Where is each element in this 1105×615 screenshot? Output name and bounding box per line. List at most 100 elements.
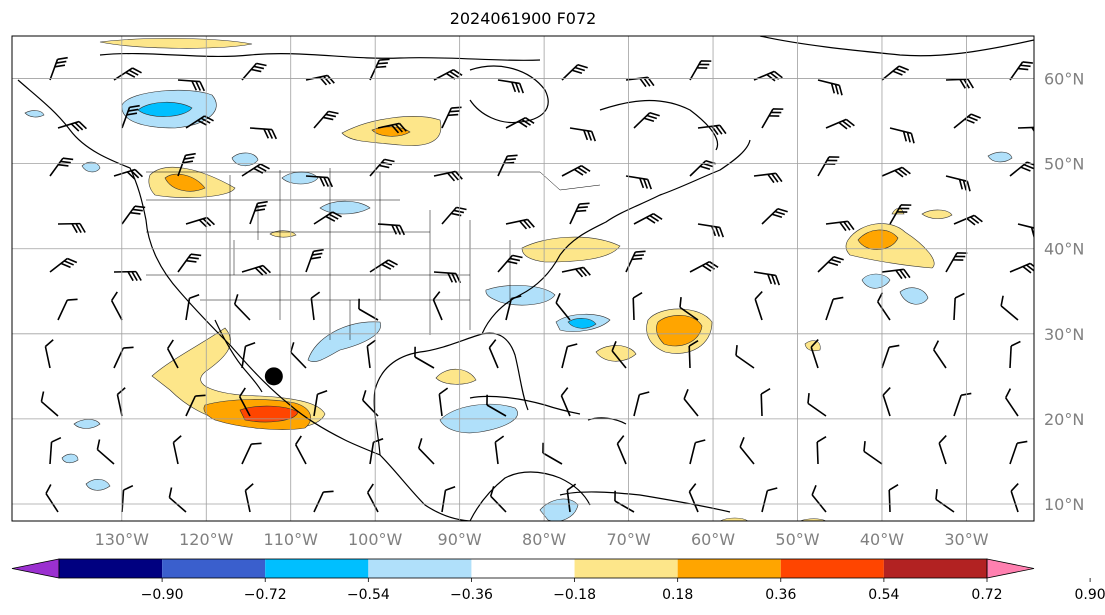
wind-barb bbox=[633, 391, 650, 417]
wind-barb bbox=[761, 108, 784, 129]
coastline-hudson bbox=[469, 65, 549, 124]
wind-barb bbox=[494, 435, 505, 465]
wind-barb bbox=[313, 490, 334, 513]
shade-neg-16 bbox=[85, 479, 111, 491]
wind-barb bbox=[441, 106, 462, 129]
shade-pos-13 bbox=[269, 230, 297, 238]
wind-barb bbox=[561, 266, 591, 278]
wind-barb bbox=[177, 79, 206, 92]
wind-barb bbox=[683, 389, 699, 417]
wind-barb bbox=[754, 290, 763, 321]
wind-barb bbox=[1017, 126, 1034, 137]
wind-barb bbox=[438, 387, 449, 417]
wind-barb bbox=[241, 442, 262, 465]
wind-barb bbox=[881, 268, 911, 280]
wind-barb bbox=[294, 435, 307, 465]
wind-barb bbox=[57, 298, 78, 321]
wind-barb bbox=[433, 170, 463, 182]
wind-barb bbox=[44, 339, 54, 369]
lon-tick-label: 120°W bbox=[179, 530, 234, 549]
wind-barb bbox=[560, 387, 571, 417]
colorbar-segment bbox=[59, 559, 163, 578]
wind-barb bbox=[57, 222, 86, 234]
wind-barb bbox=[505, 218, 535, 230]
wind-barb bbox=[57, 120, 88, 132]
wind-barb bbox=[166, 339, 179, 369]
latitude-tick-labels: 60°N 50°N 40°N 30°N 20°N 10°N bbox=[1044, 70, 1084, 514]
wind-barb bbox=[1009, 440, 1028, 465]
wind-barb bbox=[185, 394, 206, 417]
wind-barb bbox=[817, 79, 843, 96]
shade-neg-4 bbox=[81, 161, 101, 173]
state-borders bbox=[146, 168, 601, 340]
wind-barb bbox=[697, 223, 725, 238]
colorbar-segments bbox=[11, 558, 1035, 579]
wind-barb bbox=[753, 172, 783, 184]
wind-barb bbox=[185, 293, 200, 321]
colorbar-segment bbox=[162, 559, 266, 578]
wind-barb bbox=[816, 436, 827, 465]
shade-neg-11b bbox=[567, 318, 597, 329]
wind-barb bbox=[432, 291, 443, 321]
colorbar-segment bbox=[574, 559, 678, 578]
wind-barb bbox=[305, 175, 334, 188]
wind-barb bbox=[377, 223, 406, 236]
wind-barb bbox=[688, 483, 699, 513]
wind-barb bbox=[1010, 482, 1019, 513]
lat-tick-label: 10°N bbox=[1044, 495, 1084, 514]
wind-barb bbox=[313, 389, 328, 417]
coastline-labrador bbox=[599, 100, 719, 151]
lon-tick-label: 70°W bbox=[606, 530, 650, 549]
wind-barb bbox=[116, 387, 126, 417]
wind-barb bbox=[561, 343, 578, 369]
wind-barb bbox=[953, 113, 981, 129]
colorbar-segment bbox=[780, 559, 884, 578]
colorbar-tick-label: 0.72 bbox=[971, 587, 1002, 603]
wind-barb bbox=[688, 340, 699, 369]
wind-barb bbox=[369, 58, 390, 81]
shade-pos-1 bbox=[99, 38, 253, 49]
wind-barb bbox=[1009, 340, 1021, 369]
colorbar-tick-label: 0.54 bbox=[868, 587, 899, 603]
colorbar-tick-labels: −0.90 −0.72 −0.54 −0.36 −0.18 0.18 0.36 0.54 0.7… bbox=[141, 578, 1105, 603]
wind-barb bbox=[689, 439, 706, 465]
wind-barb bbox=[121, 104, 140, 129]
wind-barb bbox=[369, 259, 398, 273]
wind-barb bbox=[935, 489, 955, 513]
wind-barb bbox=[49, 157, 74, 177]
shade-pos-3b bbox=[164, 173, 206, 192]
wind-barb bbox=[310, 291, 321, 321]
wind-barb bbox=[366, 339, 377, 369]
wind-barb bbox=[497, 254, 523, 273]
wind-barb bbox=[96, 439, 115, 465]
anomaly-shading bbox=[24, 38, 1013, 521]
shade-neg-10 bbox=[899, 287, 929, 305]
wind-barb bbox=[313, 211, 342, 225]
colorbar-segment bbox=[265, 559, 369, 578]
wind-barb bbox=[633, 212, 663, 225]
shade-pos-5b bbox=[857, 229, 899, 250]
wind-barb bbox=[369, 158, 395, 177]
wind-barb bbox=[614, 490, 635, 513]
wind-barb bbox=[1004, 388, 1019, 417]
wind-barb bbox=[807, 393, 827, 417]
coastline-gulf bbox=[373, 332, 529, 456]
wind-barb bbox=[569, 202, 590, 225]
wind-barb bbox=[238, 387, 251, 417]
wind-barb bbox=[625, 175, 653, 190]
wind-barb bbox=[616, 435, 627, 465]
wind-barb bbox=[881, 166, 911, 178]
colorbar-tick-label: −0.90 bbox=[141, 587, 184, 603]
coastlines bbox=[17, 36, 1034, 521]
wind-barb bbox=[233, 294, 251, 321]
wind-barb bbox=[177, 253, 202, 273]
wind-barb bbox=[177, 152, 196, 177]
wind-barb bbox=[40, 391, 59, 417]
colorbar-segment bbox=[677, 559, 781, 578]
lat-tick-label: 40°N bbox=[1044, 240, 1084, 259]
wind-barb bbox=[761, 207, 788, 225]
wind-barb bbox=[881, 344, 900, 369]
wind-barb bbox=[932, 340, 947, 369]
shade-neg-3 bbox=[231, 152, 259, 167]
wind-barb bbox=[542, 442, 563, 465]
